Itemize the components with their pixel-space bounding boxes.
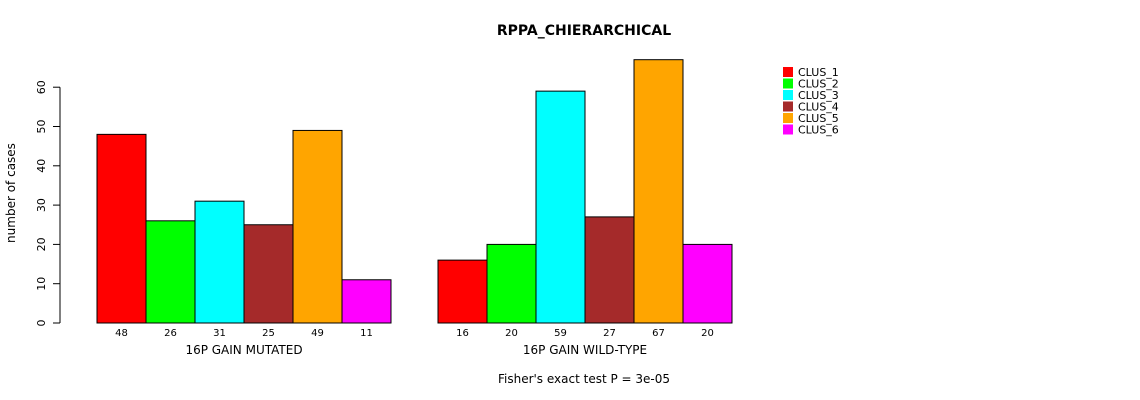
bar-count-label: 25 xyxy=(262,328,275,339)
bar-clus-4 xyxy=(243,224,294,324)
bar-clus-1 xyxy=(96,133,147,324)
y-tick-label: 10 xyxy=(35,277,48,291)
bar-count-label: 11 xyxy=(360,328,373,339)
group-labels: 16P GAIN MUTATED 16P GAIN WILD-TYPE xyxy=(185,343,647,357)
bar-clus-6 xyxy=(341,279,392,324)
legend-swatch xyxy=(783,101,793,112)
legend-swatch xyxy=(783,67,793,77)
group-label: 16P GAIN WILD-TYPE xyxy=(523,343,647,357)
y-tick-label: 0 xyxy=(35,320,48,327)
bar-count-label: 20 xyxy=(505,328,518,339)
bar-clus-1 xyxy=(437,259,488,324)
bar-count-labels: 48 26 31 25 49 11 16 20 59 27 67 20 xyxy=(115,328,714,339)
legend-label: CLUS_3 xyxy=(798,89,839,102)
bar-clus-2 xyxy=(486,243,537,324)
legend-swatch xyxy=(783,124,793,135)
legend-swatch xyxy=(783,113,793,123)
bar-clus-5 xyxy=(633,59,684,324)
bar-clus-3 xyxy=(194,200,245,324)
y-tick-label: 20 xyxy=(35,237,48,251)
chart-title: RPPA_CHIERARCHICAL xyxy=(497,23,671,39)
legend-label: CLUS_4 xyxy=(798,101,839,114)
y-tick-label: 60 xyxy=(35,80,48,94)
legend-swatch xyxy=(783,90,793,100)
bar-count-label: 20 xyxy=(701,328,714,339)
bar-clus-2 xyxy=(145,220,196,324)
bar-count-label: 16 xyxy=(456,328,469,339)
bar-clus-4 xyxy=(584,216,635,324)
y-tick-label: 50 xyxy=(35,120,48,134)
bar-clus-3 xyxy=(535,90,586,324)
fisher-test-footer: Fisher's exact test P = 3e-05 xyxy=(498,372,670,386)
bar-clus-5 xyxy=(292,129,343,324)
legend-swatch xyxy=(783,78,793,89)
bar-count-label: 31 xyxy=(213,328,226,339)
group-label: 16P GAIN MUTATED xyxy=(185,343,302,357)
bar-count-label: 49 xyxy=(311,328,324,339)
y-axis: 0 10 20 30 40 50 60 xyxy=(35,80,61,327)
bars xyxy=(96,59,733,324)
bar-count-label: 26 xyxy=(164,328,177,339)
legend-label: CLUS_2 xyxy=(798,78,839,91)
y-tick-label: 40 xyxy=(35,159,48,173)
legend-label: CLUS_5 xyxy=(798,112,839,125)
legend-label: CLUS_1 xyxy=(798,66,839,79)
y-tick-label: 30 xyxy=(35,198,48,212)
bar-clus-6 xyxy=(682,243,733,324)
bar-count-label: 67 xyxy=(652,328,665,339)
bar-count-label: 48 xyxy=(115,328,128,339)
bar-count-label: 27 xyxy=(603,328,616,339)
legend-label: CLUS_6 xyxy=(798,124,839,137)
bar-count-label: 59 xyxy=(554,328,567,339)
y-axis-label: number of cases xyxy=(4,143,18,243)
